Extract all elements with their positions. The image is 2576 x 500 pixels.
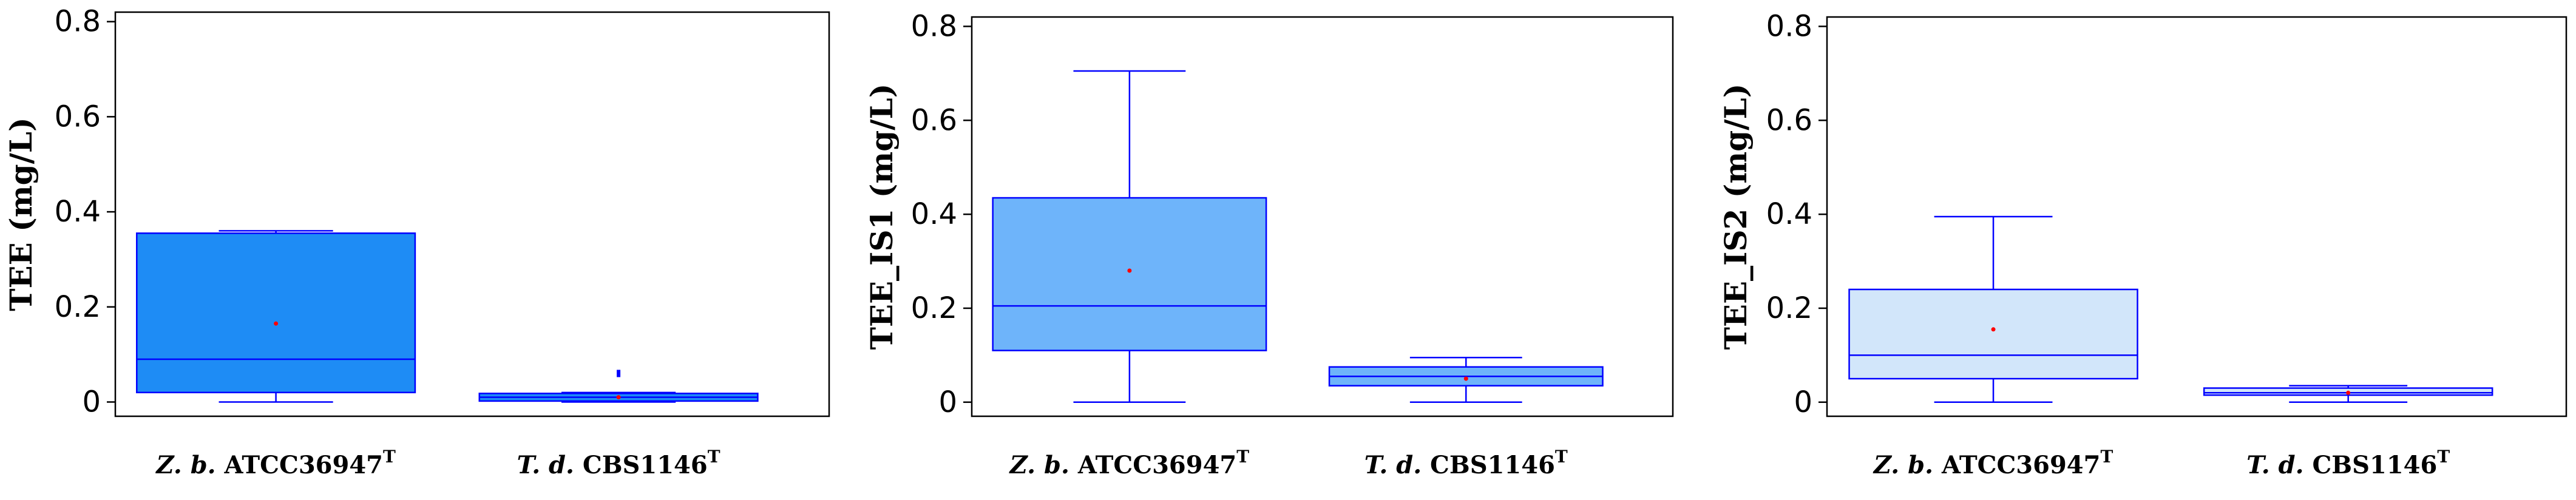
- category-species: Z. b.: [1009, 451, 1069, 479]
- category-strain: ATCC36947: [1069, 451, 1236, 479]
- box-1: [1848, 215, 2138, 404]
- y-tick-label: 0.8: [911, 9, 957, 43]
- y-axis-title: TEE (mg/L): [3, 117, 39, 311]
- y-tick-label: 0: [1794, 385, 1812, 419]
- category-superscript: T: [1555, 447, 1568, 467]
- y-tick-label: 0.4: [55, 195, 101, 229]
- category-strain: ATCC36947: [216, 451, 383, 479]
- box-plot-panel-2: 0 0.2 0.4 0.6 0.8 TEE_IS1 (mg/L) Z. b. ATCC369…: [864, 9, 1674, 479]
- mean-marker: [1463, 376, 1468, 381]
- y-tick-label: 0.6: [1766, 103, 1812, 137]
- y-tick-label: 0.6: [55, 100, 101, 133]
- category-species: T. d.: [1364, 451, 1422, 479]
- mean-marker: [274, 321, 279, 326]
- box-2: [1328, 356, 1604, 404]
- y-tick-label: 0.2: [1766, 291, 1812, 325]
- x-category-label: Z. b. ATCC36947T: [1009, 447, 1250, 479]
- x-category-label: Z. b. ATCC36947T: [1873, 447, 2113, 479]
- y-tick-label: 0.8: [55, 5, 101, 39]
- category-strain: CBS1146: [1422, 451, 1555, 479]
- category-species: T. d.: [2246, 451, 2303, 479]
- box-2: [2203, 385, 2493, 404]
- y-axis-title: TEE_IS1 (mg/L): [864, 84, 900, 350]
- mean-marker: [616, 395, 621, 400]
- y-tick-label: 0.2: [911, 291, 957, 325]
- category-strain: CBS1146: [2304, 451, 2438, 479]
- category-superscript: T: [2437, 447, 2450, 467]
- box-1: [992, 70, 1267, 404]
- category-species: Z. b.: [1873, 451, 1933, 479]
- plot-frame: [1826, 16, 2568, 417]
- y-tick-label: 0: [82, 385, 101, 419]
- category-superscript: T: [1236, 447, 1249, 467]
- outlier-point: [617, 370, 621, 377]
- category-strain: ATCC36947: [1933, 451, 2100, 479]
- x-category-label: T. d. CBS1146T: [517, 447, 720, 479]
- category-species: Z. b.: [155, 451, 215, 479]
- box-plot-panel-3: 0 0.2 0.4 0.6 0.8 TEE_IS2 (mg/L) Z. b. ATCC369…: [1718, 9, 2568, 479]
- y-tick-label: 0.6: [911, 103, 957, 137]
- category-species: T. d.: [517, 451, 574, 479]
- iqr-box: [136, 232, 416, 394]
- category-strain: CBS1146: [574, 451, 708, 479]
- y-tick-label: 0.8: [1766, 9, 1812, 43]
- mean-marker: [2346, 390, 2351, 395]
- x-category-label: T. d. CBS1146T: [1364, 447, 1568, 479]
- y-tick-label: 0.2: [55, 290, 101, 324]
- x-category-label: Z. b. ATCC36947T: [155, 447, 396, 479]
- y-axis-title: TEE_IS2 (mg/L): [1718, 84, 1754, 350]
- plot-frame: [971, 16, 1674, 417]
- mean-marker: [1991, 327, 1996, 332]
- mean-marker: [1127, 268, 1132, 273]
- y-tick-label: 0: [938, 385, 957, 419]
- box-1: [136, 230, 416, 403]
- y-tick-label: 0.4: [911, 197, 957, 231]
- category-superscript: T: [708, 447, 720, 467]
- box-2: [478, 370, 759, 403]
- iqr-box: [1848, 288, 2138, 380]
- y-tick-label: 0.4: [1766, 197, 1812, 231]
- x-category-label: T. d. CBS1146T: [2246, 447, 2450, 479]
- category-superscript: T: [383, 447, 396, 467]
- iqr-box: [992, 197, 1267, 351]
- plot-frame: [114, 11, 830, 417]
- category-superscript: T: [2100, 447, 2113, 467]
